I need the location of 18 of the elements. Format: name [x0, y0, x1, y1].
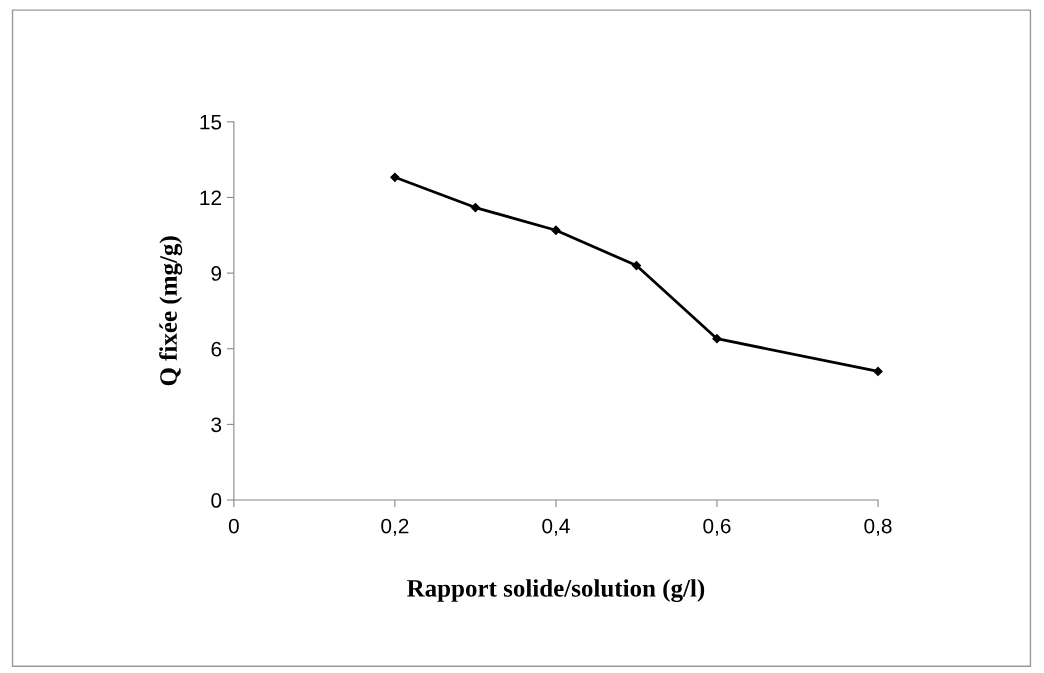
x-tick-label: 0,2: [381, 518, 409, 536]
x-tick-label: 0,4: [542, 518, 570, 536]
point: [390, 172, 400, 182]
x-tick-label: 0: [228, 518, 239, 534]
point: [551, 225, 561, 235]
y-tick-label: 6: [211, 341, 222, 357]
point: [470, 202, 481, 213]
x-tick-label: 0,8: [864, 518, 892, 536]
point: [873, 366, 883, 377]
y-tick-label: 3: [211, 417, 222, 433]
y-tick-label: 15: [200, 115, 222, 130]
y-tick-label: 0: [211, 493, 222, 508]
point: [712, 334, 722, 344]
y-axis-title: Q fixée (mg/g): [159, 236, 183, 386]
x-tick-label: 0,6: [703, 518, 731, 536]
y-tick-label: 9: [211, 266, 222, 281]
y-tick-label: 12: [200, 190, 222, 206]
x-axis-title: Rapport solide/solution (g/l): [407, 579, 705, 603]
